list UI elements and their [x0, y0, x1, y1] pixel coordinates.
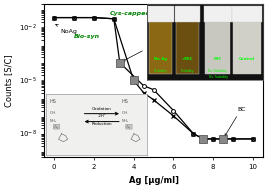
Text: Cys-capped: Cys-capped	[110, 11, 151, 16]
X-axis label: Ag [μg/ml]: Ag [μg/ml]	[129, 176, 179, 185]
Text: Bio-syn: Bio-syn	[74, 34, 100, 39]
Y-axis label: Counts [S/C]: Counts [S/C]	[4, 54, 13, 107]
Text: NoAg: NoAg	[56, 24, 77, 34]
Text: MIC: MIC	[123, 43, 159, 61]
Text: BC: BC	[225, 107, 245, 136]
